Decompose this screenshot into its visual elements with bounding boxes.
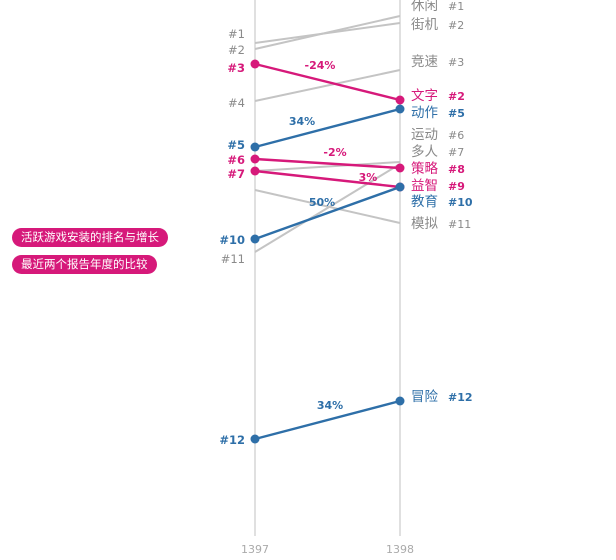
right-rank-label: #2	[448, 19, 464, 32]
series-line-gray	[254, 22, 401, 44]
right-rank-label: #10	[448, 196, 473, 209]
right-category-label: 策略	[411, 160, 438, 177]
series-line-highlight	[254, 157, 401, 170]
series-line-highlight	[254, 169, 401, 189]
x-tick-label: 1397	[241, 543, 269, 556]
growth-label: -24%	[305, 59, 336, 72]
left-rank-label: #7	[227, 167, 245, 181]
series-point-1397	[250, 59, 260, 69]
chart-title-line-2: 最近两个报告年度的比较	[12, 255, 157, 274]
growth-label: 34%	[317, 399, 343, 412]
right-rank-label: #5	[448, 107, 465, 120]
right-category-label: 街机	[411, 17, 438, 33]
right-category-label: 教育	[411, 194, 438, 210]
right-category-label: 文字	[411, 88, 438, 104]
chart-title-line-1: 活跃游戏安装的排名与增长	[12, 228, 168, 247]
growth-label: 34%	[289, 115, 315, 128]
left-rank-label: #5	[227, 138, 245, 152]
growth-label: 50%	[309, 196, 335, 209]
right-rank-label: #11	[448, 218, 471, 231]
right-rank-label: #7	[448, 146, 464, 159]
series-point-1397	[250, 234, 260, 244]
right-category-label: 冒险	[411, 389, 438, 405]
right-rank-label: #1	[448, 0, 464, 13]
series-point-1398	[395, 104, 405, 114]
series-line-highlight	[254, 62, 401, 102]
series-point-1397	[250, 434, 260, 444]
right-rank-label: #8	[448, 163, 465, 176]
right-category-label: 休闲	[411, 0, 438, 14]
right-category-label: 运动	[411, 127, 438, 143]
left-rank-label: #3	[227, 61, 245, 75]
right-rank-label: #2	[448, 90, 465, 103]
series-line-gray	[254, 69, 401, 102]
x-tick-label: 1398	[386, 543, 414, 556]
left-rank-label: #4	[228, 96, 245, 110]
series-line-highlight	[254, 185, 401, 241]
series-point-1397	[250, 154, 260, 164]
series-line-highlight	[254, 107, 401, 149]
series-point-1397	[250, 142, 260, 152]
right-rank-label: #9	[448, 180, 465, 193]
series-point-1398	[395, 396, 405, 406]
left-rank-label: #12	[219, 433, 245, 447]
right-category-label: 模拟	[411, 216, 438, 232]
right-category-label: 动作	[411, 105, 438, 121]
left-rank-label: #10	[219, 233, 245, 247]
right-rank-label: #12	[448, 391, 473, 404]
left-rank-label: #1	[228, 27, 245, 41]
series-line-gray	[254, 163, 401, 253]
growth-label: 3%	[359, 171, 378, 184]
series-point-1398	[395, 182, 405, 192]
series-line-gray	[254, 189, 401, 224]
series-line-highlight	[254, 399, 401, 441]
left-rank-label: #2	[228, 43, 245, 57]
series-point-1398	[395, 95, 405, 105]
growth-label: -2%	[323, 146, 346, 159]
right-rank-label: #6	[448, 129, 464, 142]
series-point-1397	[250, 166, 260, 176]
right-category-label: 益智	[411, 178, 438, 194]
left-rank-label: #6	[227, 153, 245, 167]
right-category-label: 竞速	[411, 53, 438, 70]
series-point-1398	[395, 163, 405, 173]
right-rank-label: #3	[448, 56, 464, 69]
left-rank-label: #11	[221, 252, 245, 266]
series-line-gray	[254, 161, 401, 172]
right-category-label: 多人	[411, 143, 438, 160]
